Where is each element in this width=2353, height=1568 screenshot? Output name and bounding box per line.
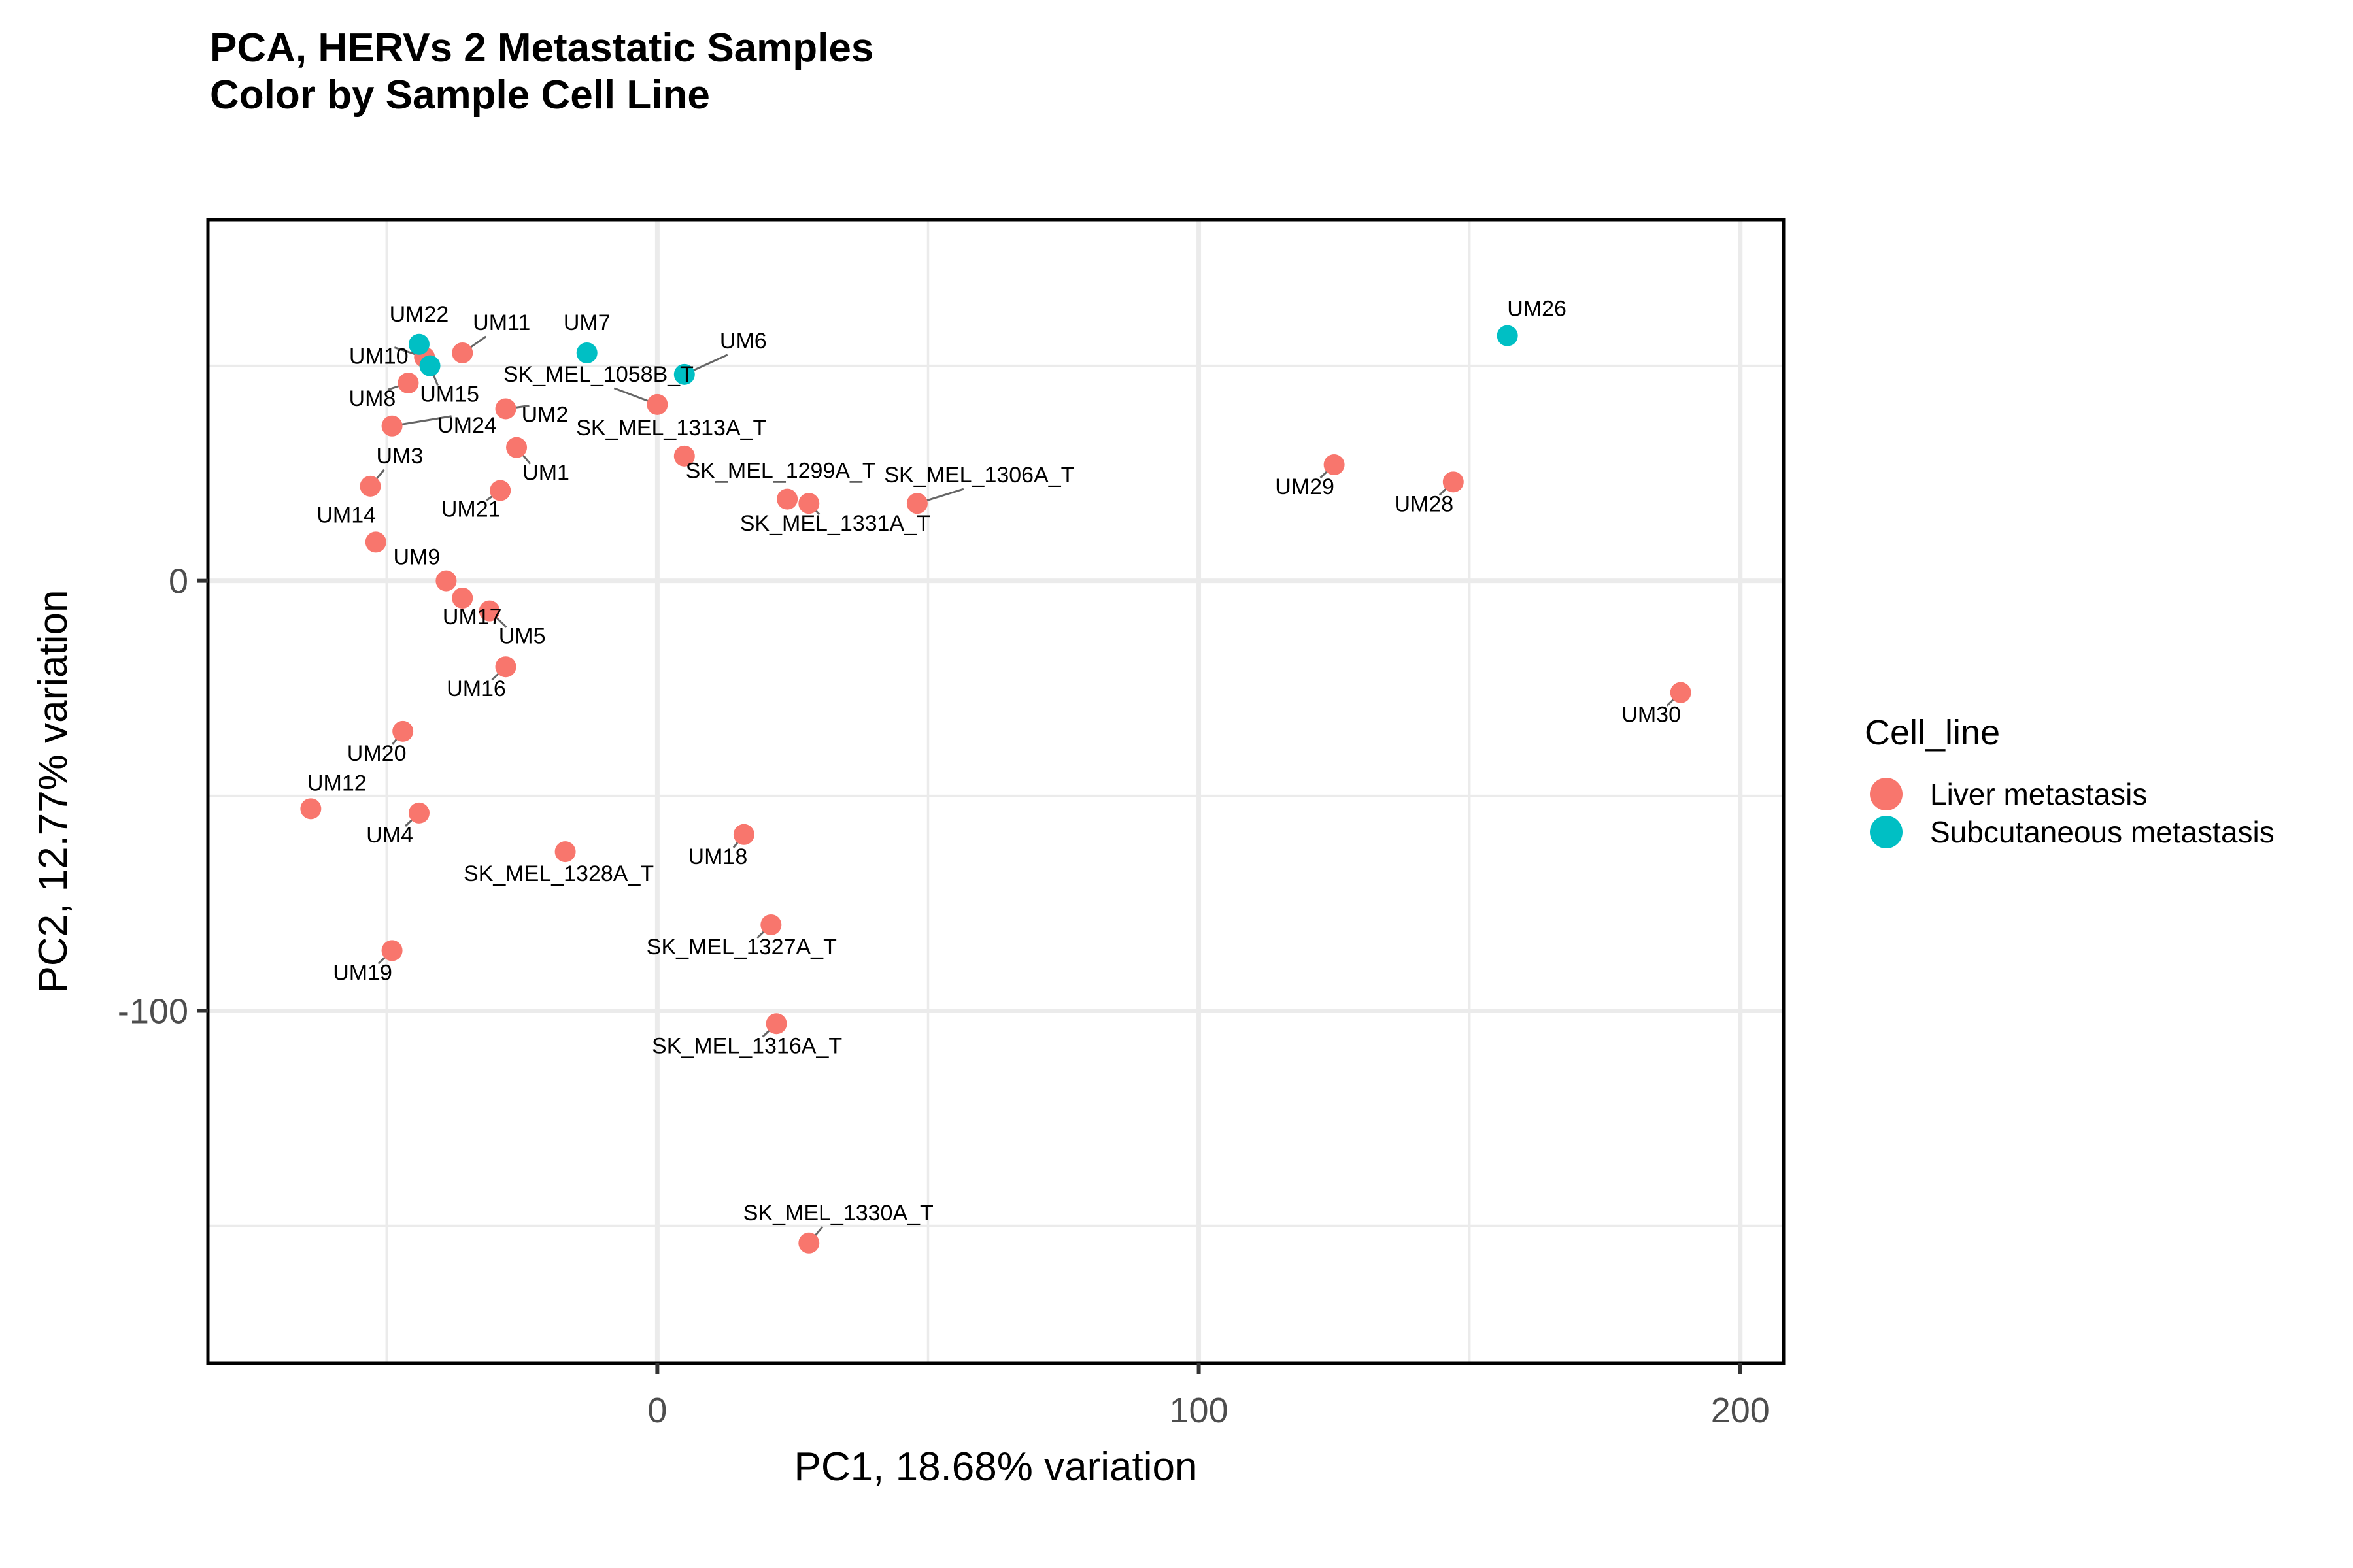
point-um6: [673, 363, 695, 385]
point-um7: [576, 342, 598, 363]
point-um15: [419, 355, 441, 376]
point-sk-mel-1330a-t: [798, 1232, 820, 1254]
label-um15: UM15: [420, 382, 479, 407]
point-sk-mel-1316a-t: [766, 1013, 787, 1035]
point-sk-mel-1058b-t: [647, 393, 668, 415]
label-um24: UM24: [437, 413, 497, 438]
point-um5: [479, 600, 500, 622]
label-um3: UM3: [377, 444, 424, 469]
label-um18: UM18: [688, 844, 748, 869]
point-um16: [495, 656, 516, 678]
point-sk-mel-1328a-t: [554, 841, 576, 863]
label-um8: UM8: [349, 386, 396, 411]
point-um17: [452, 587, 473, 609]
point-sk-mel-1306a-t: [906, 493, 928, 514]
legend-item-subcutaneous: Subcutaneous metastasis: [1870, 812, 2275, 852]
label-um2: UM2: [522, 402, 569, 427]
y-tick-label: 0: [169, 562, 188, 601]
x-axis-title: PC1, 18.68% variation: [794, 1444, 1198, 1490]
point-um8: [398, 373, 419, 393]
label-um6: UM6: [720, 329, 767, 354]
label-um11: UM11: [473, 310, 530, 335]
label-um16: UM16: [447, 676, 506, 701]
point-um30: [1670, 682, 1691, 703]
label-sk-mel-1299a-t: SK_MEL_1299A_T: [686, 459, 876, 484]
legend-item-liver: Liver metastasis: [1870, 775, 2147, 814]
axis-ticks: [197, 578, 1742, 1374]
point-um1: [506, 437, 528, 458]
label-um20: UM20: [347, 741, 407, 766]
panel-border: [206, 218, 1786, 1365]
label-um26: UM26: [1507, 297, 1566, 322]
label-sk-mel-1313a-t: SK_MEL_1313A_T: [576, 416, 766, 441]
minor-gridlines: [208, 220, 1784, 1363]
point-um2: [495, 398, 516, 420]
label-um21: UM21: [441, 497, 501, 522]
point-um29: [1323, 454, 1345, 475]
point-um24: [381, 415, 403, 437]
point-sk-mel-1313a-t: [673, 445, 695, 467]
label-sk-mel-1327a-t: SK_MEL_1327A_T: [647, 935, 837, 959]
y-tick-label: -100: [118, 992, 188, 1031]
label-um19: UM19: [333, 960, 392, 985]
point-sk-mel-1327a-t: [760, 914, 782, 935]
point-um4: [408, 802, 430, 824]
legend-key-subcutaneous: [1870, 816, 1903, 848]
point-um11: [452, 342, 473, 363]
x-tick-label: 0: [647, 1391, 667, 1430]
label-sk-mel-1330a-t: SK_MEL_1330A_T: [743, 1201, 934, 1226]
y-axis-title: PC2, 12.77% variation: [31, 590, 76, 993]
x-tick-label: 100: [1170, 1391, 1228, 1430]
chart-title: PCA, HERVs 2 Metastatic Samples: [210, 25, 874, 71]
point-labels: UM10 UM11 SK_MEL_1058B_T UM8 UM2 UM24 UM1 SK_ME…: [307, 297, 1681, 1226]
legend-label-subcutaneous: Subcutaneous metastasis: [1930, 815, 2275, 849]
point-um21: [490, 480, 511, 501]
label-um10: UM10: [349, 344, 409, 369]
label-sk-mel-1306a-t: SK_MEL_1306A_T: [884, 463, 1074, 488]
point-um18: [733, 824, 754, 845]
label-sk-mel-1328a-t: SK_MEL_1328A_T: [464, 861, 654, 886]
label-um12: UM12: [307, 771, 367, 795]
point-um14: [365, 531, 386, 553]
label-sk-mel-1331a-t: SK_MEL_1331A_T: [740, 511, 930, 536]
label-um4: UM4: [366, 823, 413, 848]
label-um1: UM1: [522, 461, 569, 486]
label-um5: UM5: [499, 624, 546, 649]
x-tick-label: 200: [1711, 1391, 1770, 1430]
chart-subtitle: Color by Sample Cell Line: [210, 73, 710, 118]
label-um7: UM7: [564, 310, 611, 335]
point-um3: [360, 475, 381, 497]
label-um29: UM29: [1275, 475, 1334, 499]
label-um14: UM14: [316, 503, 376, 527]
label-um28: UM28: [1394, 492, 1453, 516]
point-sk-mel-1331a-t: [798, 493, 820, 514]
data-points: [300, 325, 1691, 1254]
point-um12: [300, 798, 322, 820]
axis-tick-labels: 0 100 200 0 -100: [118, 562, 1770, 1430]
label-um22: UM22: [390, 302, 449, 327]
point-um9: [435, 570, 457, 592]
point-um20: [392, 720, 414, 742]
legend-key-liver: [1870, 778, 1903, 810]
point-sk-mel-1299a-t: [777, 488, 798, 510]
point-um22: [408, 333, 430, 355]
label-um9: UM9: [394, 545, 441, 570]
label-sk-mel-1058b-t: SK_MEL_1058B_T: [503, 362, 694, 387]
point-um19: [381, 940, 403, 961]
label-sk-mel-1316a-t: SK_MEL_1316A_T: [652, 1033, 842, 1058]
point-um28: [1442, 471, 1464, 493]
legend-title: Cell_line: [1865, 713, 2001, 752]
legend-label-liver: Liver metastasis: [1930, 777, 2148, 811]
point-um26: [1497, 325, 1518, 346]
label-um30: UM30: [1621, 703, 1681, 727]
label-um17: UM17: [443, 605, 502, 629]
